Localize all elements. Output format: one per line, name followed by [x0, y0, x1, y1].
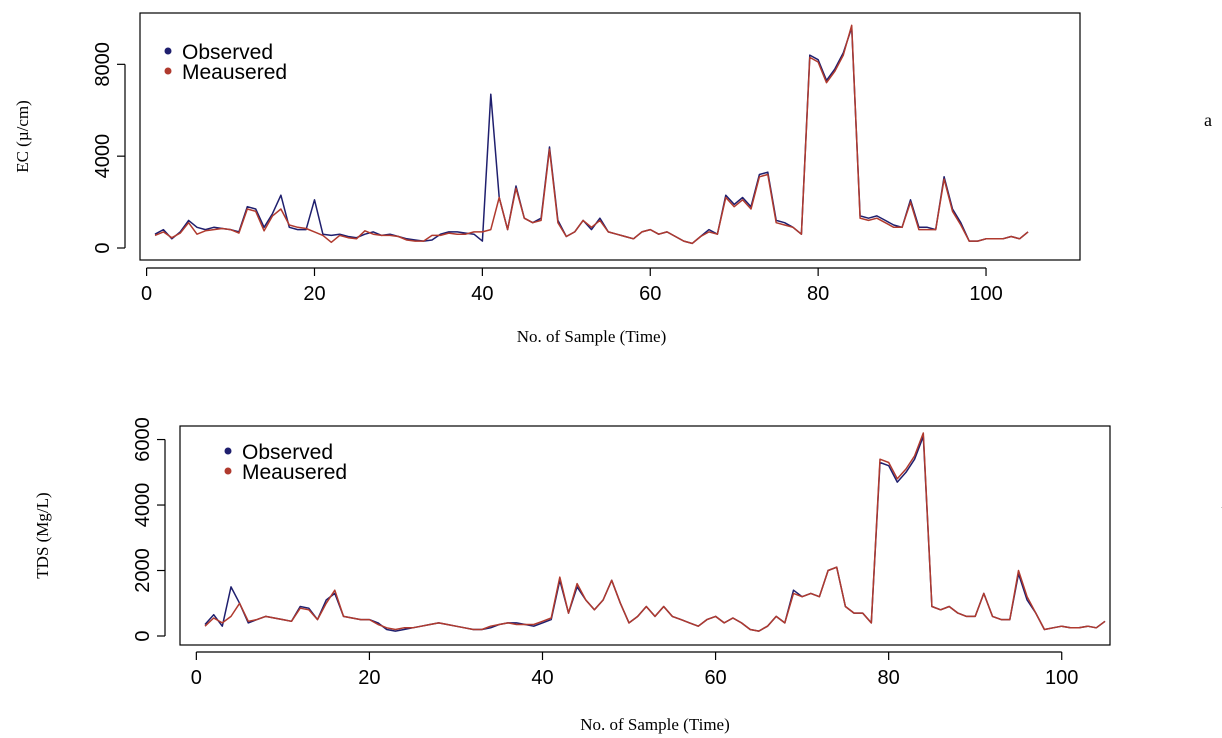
- x-tick-label: 80: [878, 667, 900, 689]
- legend-label: Meausered: [242, 461, 347, 484]
- x-tick-label: 20: [358, 667, 380, 689]
- x-tick-label: 0: [191, 667, 202, 689]
- x-tick-label: 0: [141, 283, 152, 305]
- plot-frame: [139, 12, 1081, 261]
- y-tick-label: 4000: [132, 483, 154, 527]
- panel-letter: a: [1204, 110, 1212, 130]
- legend-marker: [164, 47, 172, 55]
- chart-panel-a: 0 20 40 60 80 100 0 4000 8000 No. of Sample (Time…: [13, 12, 1212, 346]
- y-tick-label: 0: [92, 242, 114, 253]
- y-tick-label: 2000: [132, 548, 154, 593]
- y-axis-title: TDS (Mg/L): [33, 492, 52, 578]
- x-tick-label: 60: [704, 667, 726, 689]
- x-tick-label: 20: [303, 283, 325, 305]
- series-line-meausered: [204, 432, 1106, 632]
- legend-label: Meausered: [182, 61, 287, 84]
- y-tick-label: 4000: [92, 134, 114, 179]
- legend-marker: [224, 467, 232, 475]
- x-axis-title: No. of Sample (Time): [517, 327, 667, 346]
- y-tick-label: 6000: [132, 417, 154, 462]
- y-axis-title: EC (µ/cm): [13, 100, 32, 173]
- x-tick-label: 40: [471, 283, 493, 305]
- legend-label: Observed: [242, 441, 333, 464]
- legend-label: Observed: [182, 41, 273, 64]
- x-tick-label: 60: [639, 283, 661, 305]
- x-axis-title: No. of Sample (Time): [580, 715, 730, 734]
- chart-panel-b: 0 20 40 60 80 100 0 2000 4000 6000 No. of Sample (…: [33, 417, 1222, 734]
- legend-marker: [164, 67, 172, 75]
- legend-marker: [224, 447, 232, 455]
- y-tick-label: 8000: [92, 42, 114, 87]
- series-line-observed: [154, 26, 1029, 245]
- plot-frame: [179, 425, 1111, 646]
- series-line-meausered: [154, 24, 1029, 245]
- y-tick-label: 0: [132, 630, 154, 641]
- x-tick-label: 40: [531, 667, 553, 689]
- x-tick-label: 80: [807, 283, 829, 305]
- x-tick-label: 100: [969, 283, 1002, 305]
- x-tick-label: 100: [1045, 667, 1078, 689]
